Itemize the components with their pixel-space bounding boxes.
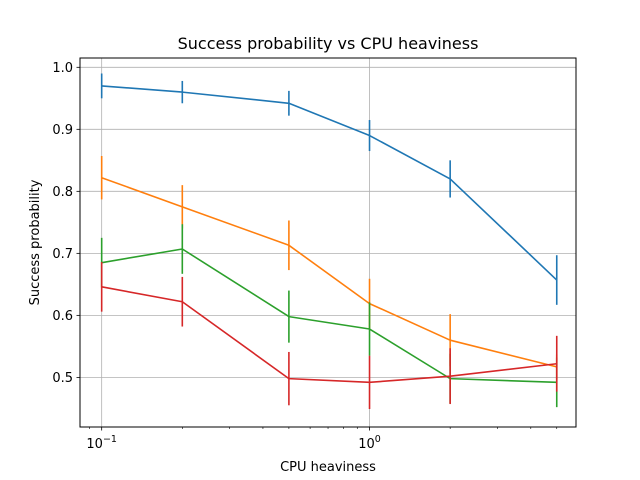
series-3	[100, 224, 558, 408]
axis-ticks: 0.5 0.6 0.7 0.8 0.9 1.0 10−1 100	[52, 61, 558, 452]
series-4	[100, 262, 558, 410]
y-tick-label: 0.9	[52, 123, 73, 138]
y-tick-label: 1.0	[52, 61, 73, 76]
y-axis-title: Success probability	[28, 179, 43, 305]
grid	[80, 58, 576, 427]
x-axis-title: CPU heaviness	[280, 460, 376, 475]
chart-title: Success probability vs CPU heaviness	[178, 34, 479, 53]
y-tick-label: 0.5	[52, 371, 73, 386]
series-line	[101, 176, 557, 368]
series-layer	[100, 73, 558, 410]
y-tick-label: 0.8	[52, 185, 73, 200]
series-1	[100, 73, 558, 305]
y-tick-label: 0.6	[52, 309, 73, 324]
series-line	[101, 248, 557, 384]
x-tick-label: 10−1	[86, 434, 117, 452]
x-tick-label: 100	[358, 434, 381, 452]
y-tick-label: 0.7	[52, 247, 73, 262]
series-line	[101, 286, 557, 384]
series-line	[101, 85, 558, 281]
